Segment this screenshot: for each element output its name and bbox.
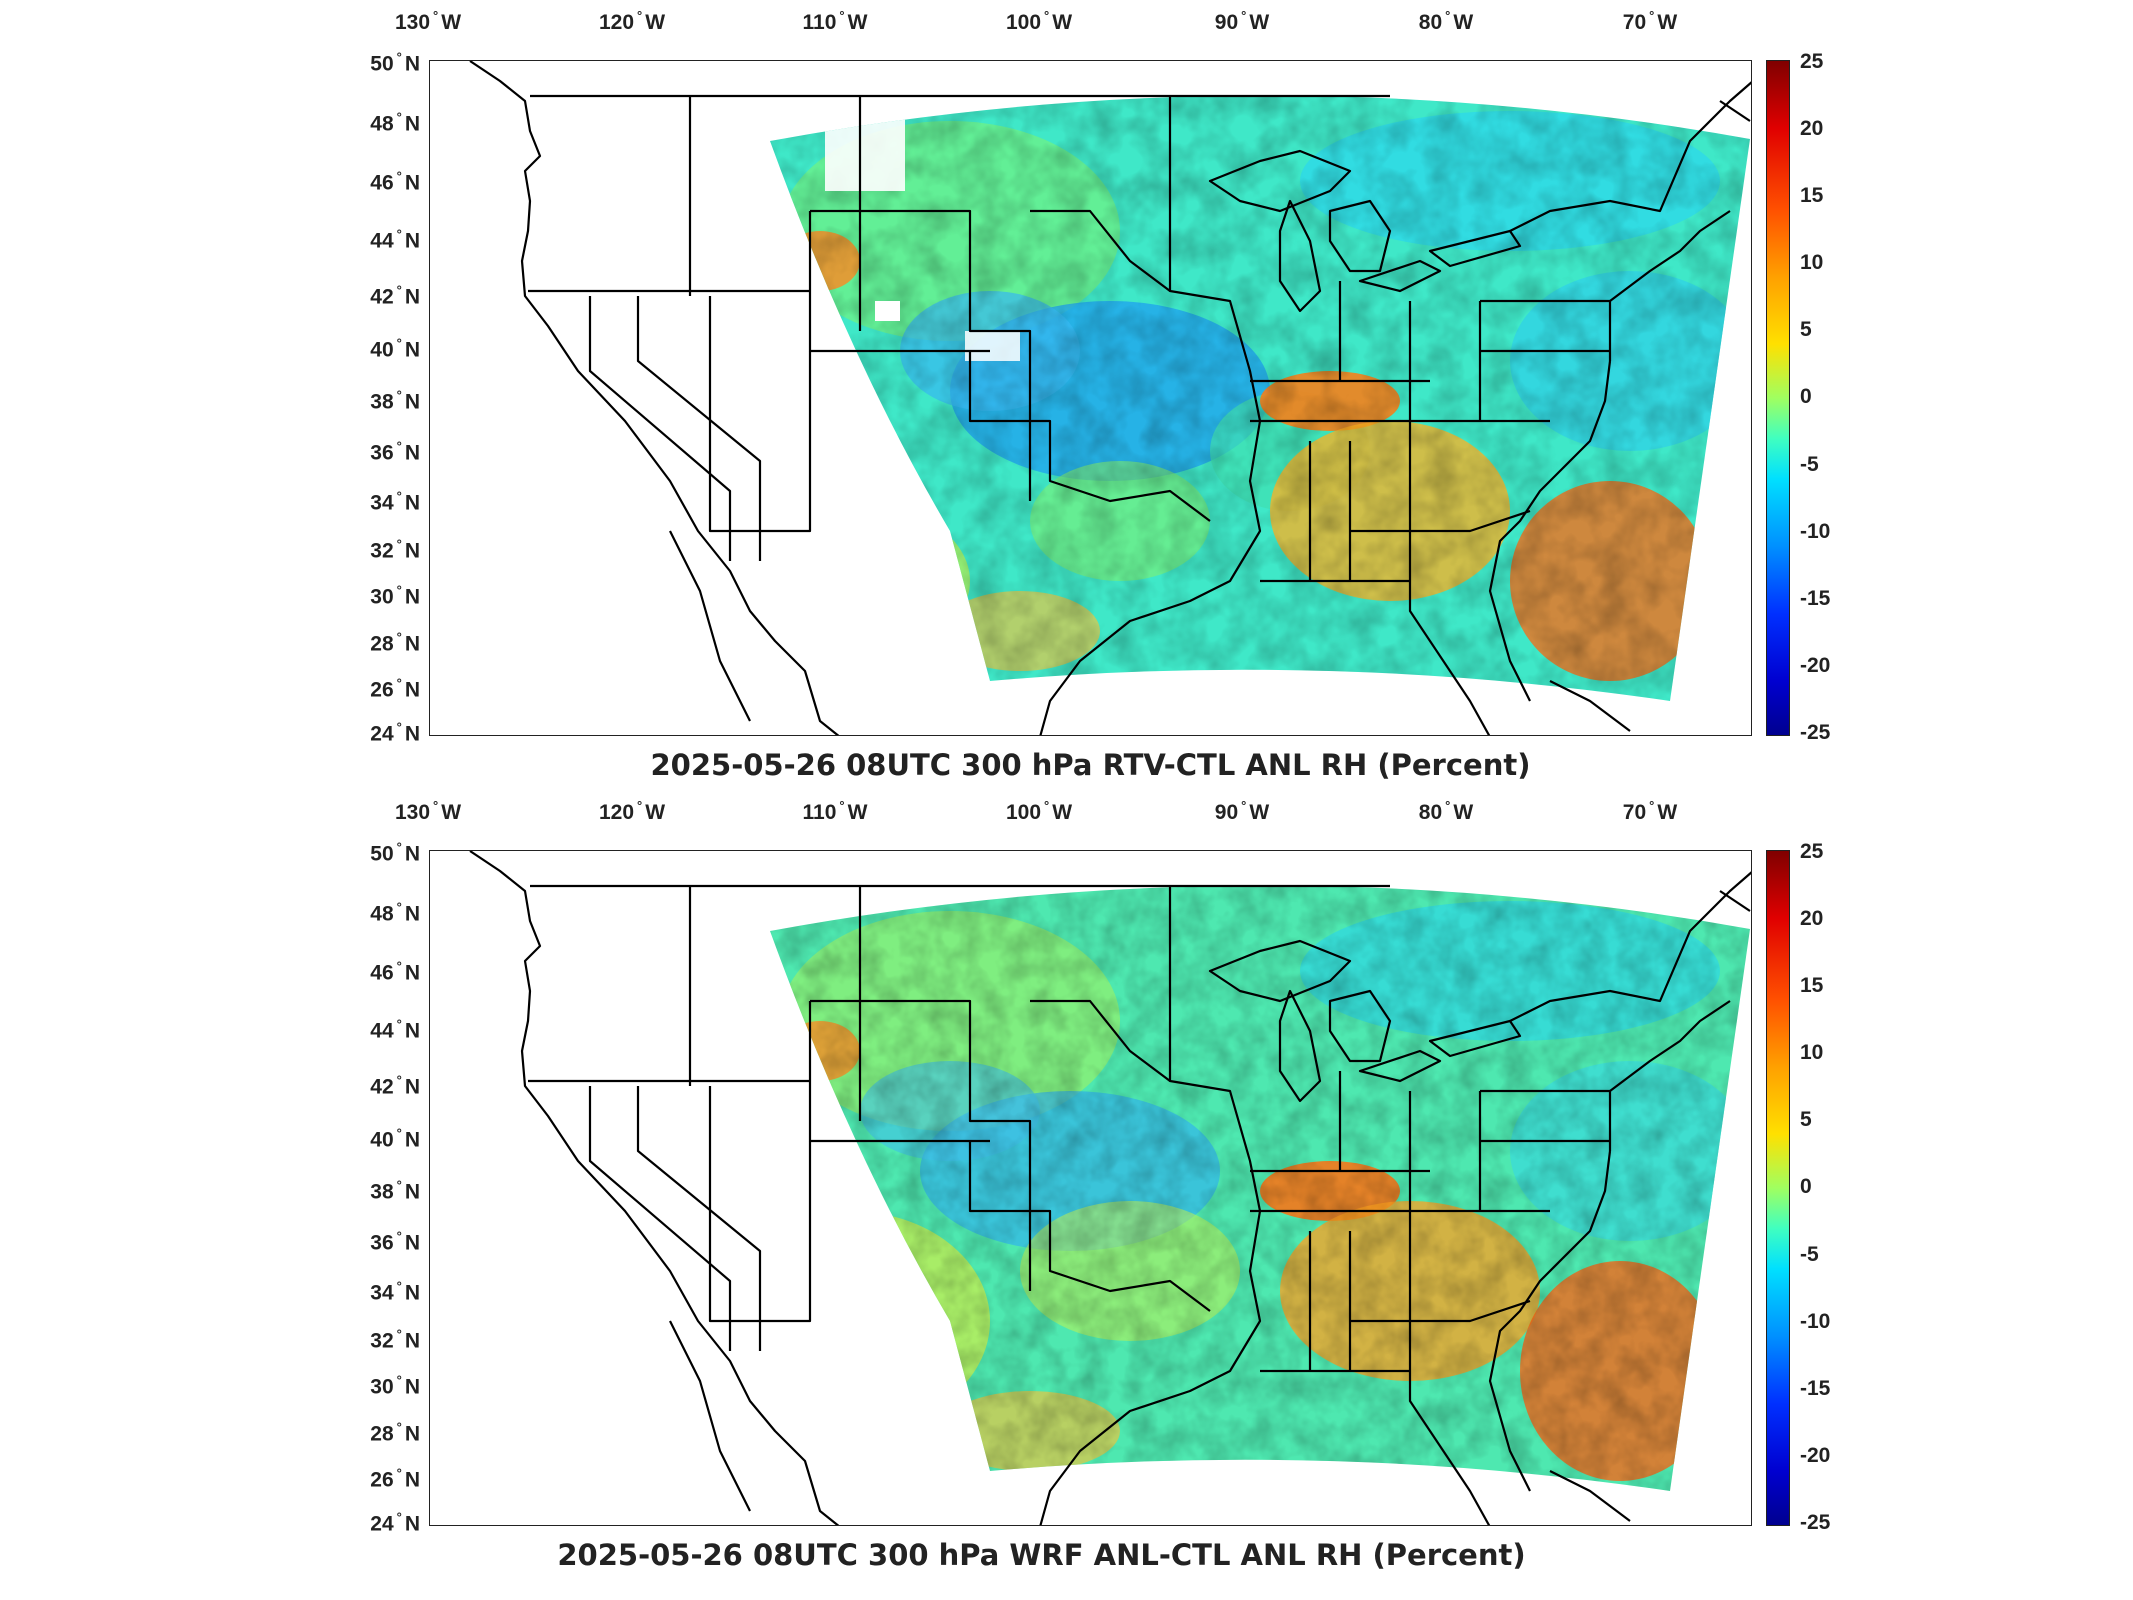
geographic-boundaries bbox=[469, 61, 1751, 735]
colorbar-tick: -5 bbox=[1800, 453, 1819, 476]
lat-label-24n: 24 ° N bbox=[370, 719, 420, 746]
rh-difference-map bbox=[469, 61, 1751, 735]
map-frame bbox=[429, 60, 1752, 736]
lat-label-32n: 32 ° N bbox=[370, 536, 420, 563]
colorbar-tick: -20 bbox=[1800, 1444, 1831, 1467]
lat-label-48n: 48 ° N bbox=[370, 899, 420, 926]
lon-label-100w: 100 ° W bbox=[1005, 8, 1073, 34]
colorbar-tick: -10 bbox=[1800, 520, 1831, 543]
lat-label-38n: 38 ° N bbox=[370, 387, 420, 414]
lon-label-130w: 130 ° W bbox=[394, 8, 462, 34]
colorbar-tick: 25 bbox=[1800, 50, 1824, 73]
lat-label-50n: 50 ° N bbox=[370, 839, 420, 866]
lat-label-32n: 32 ° N bbox=[370, 1326, 420, 1353]
lat-label-48n: 48 ° N bbox=[370, 109, 420, 136]
colorbar-tick: -15 bbox=[1800, 1377, 1831, 1400]
map-frame bbox=[429, 850, 1752, 1526]
lat-label-34n: 34 ° N bbox=[370, 1278, 420, 1305]
lat-label-40n: 40 ° N bbox=[370, 335, 420, 362]
colorbar-tick: 10 bbox=[1800, 1041, 1824, 1064]
lon-label-110w: 110 ° W bbox=[802, 798, 868, 824]
lat-label-28n: 28 ° N bbox=[370, 1419, 420, 1446]
colorbar-tick: 15 bbox=[1800, 974, 1824, 997]
lat-label-40n: 40 ° N bbox=[370, 1125, 420, 1152]
map-title: 2025-05-26 08UTC 300 hPa WRF ANL-CTL ANL… bbox=[557, 1538, 1526, 1572]
geographic-boundaries bbox=[469, 851, 1751, 1525]
lat-label-46n: 46 ° N bbox=[370, 958, 420, 985]
lat-label-50n: 50 ° N bbox=[370, 49, 420, 76]
lat-label-26n: 26 ° N bbox=[370, 1465, 420, 1492]
colorbar-tick: 5 bbox=[1800, 318, 1812, 341]
lat-label-42n: 42 ° N bbox=[370, 282, 420, 309]
lat-label-42n: 42 ° N bbox=[370, 1072, 420, 1099]
colorbar-tick: -15 bbox=[1800, 587, 1831, 610]
colorbar-tick: -25 bbox=[1800, 1511, 1831, 1534]
colorbar-tick: -20 bbox=[1800, 654, 1831, 677]
lat-label-36n: 36 ° N bbox=[370, 438, 420, 465]
lon-label-90w: 90 ° W bbox=[1214, 798, 1270, 824]
map-title: 2025-05-26 08UTC 300 hPa RTV-CTL ANL RH … bbox=[650, 748, 1531, 782]
analysis-domain bbox=[770, 885, 1750, 1491]
top-map-panel: 130 ° W 120 ° W 110 ° W 100 ° W 90 ° W 80 ° W 70 ° W 5… bbox=[0, 0, 2133, 790]
lon-label-120w: 120 ° W bbox=[598, 798, 666, 824]
lat-label-38n: 38 ° N bbox=[370, 1177, 420, 1204]
bottom-map-panel: 130 ° W 120 ° W 110 ° W 100 ° W 90 ° W 80 ° W 70 ° W 5… bbox=[0, 790, 2133, 1580]
colorbar-tick: 10 bbox=[1800, 251, 1824, 274]
colorbar-tick: -10 bbox=[1800, 1310, 1831, 1333]
lat-label-24n: 24 ° N bbox=[370, 1509, 420, 1536]
colorbar-tick: 0 bbox=[1800, 385, 1812, 408]
colorbar-tick: 20 bbox=[1800, 117, 1824, 140]
lat-label-46n: 46 ° N bbox=[370, 168, 420, 195]
lon-label-80w: 80 ° W bbox=[1418, 798, 1474, 824]
lat-label-34n: 34 ° N bbox=[370, 488, 420, 515]
lon-label-70w: 70 ° W bbox=[1622, 8, 1678, 34]
rh-difference-map bbox=[469, 851, 1751, 1525]
lat-label-44n: 44 ° N bbox=[370, 226, 420, 253]
analysis-domain bbox=[770, 95, 1750, 701]
colorbar-tick: 15 bbox=[1800, 184, 1824, 207]
lat-label-44n: 44 ° N bbox=[370, 1016, 420, 1043]
colorbar-tick: 25 bbox=[1800, 840, 1824, 863]
lon-label-80w: 80 ° W bbox=[1418, 8, 1474, 34]
colorbar-tick: -5 bbox=[1800, 1243, 1819, 1266]
lat-label-30n: 30 ° N bbox=[370, 1372, 420, 1399]
colorbar-tick: -25 bbox=[1800, 721, 1831, 744]
lon-label-120w: 120 ° W bbox=[598, 8, 666, 34]
colorbar-tick: 20 bbox=[1800, 907, 1824, 930]
lat-label-30n: 30 ° N bbox=[370, 582, 420, 609]
colorbar bbox=[1766, 850, 1790, 1526]
colorbar-tick: 0 bbox=[1800, 1175, 1812, 1198]
colorbar bbox=[1766, 60, 1790, 736]
lon-label-100w: 100 ° W bbox=[1005, 798, 1073, 824]
lat-label-36n: 36 ° N bbox=[370, 1228, 420, 1255]
lat-label-26n: 26 ° N bbox=[370, 675, 420, 702]
lon-label-110w: 110 ° W bbox=[802, 8, 868, 34]
lon-label-90w: 90 ° W bbox=[1214, 8, 1270, 34]
colorbar-tick: 5 bbox=[1800, 1108, 1812, 1131]
lon-label-70w: 70 ° W bbox=[1622, 798, 1678, 824]
lon-label-130w: 130 ° W bbox=[394, 798, 462, 824]
lat-label-28n: 28 ° N bbox=[370, 629, 420, 656]
